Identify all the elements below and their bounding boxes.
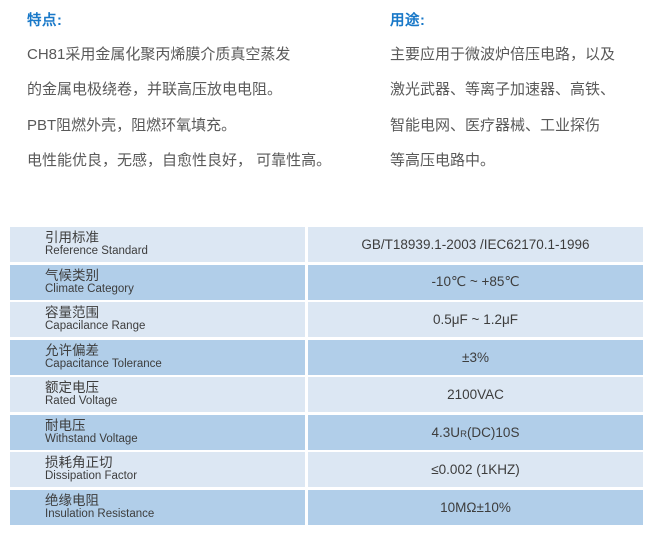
spec-label: 允许偏差 Capacitance Tolerance <box>10 339 305 375</box>
table-row-insulation-resistance: 绝缘电阻 Insulation Resistance 10MΩ±10% <box>10 489 643 525</box>
spec-label-zh: 额定电压 <box>45 380 99 396</box>
spec-value: ±3% <box>308 339 643 375</box>
applications-title: 用途: <box>390 13 426 29</box>
spec-label-zh: 允许偏差 <box>45 342 99 358</box>
table-row-climate-category: 气候类别 Climate Category -10℃ ~ +85℃ <box>10 264 643 300</box>
spec-label-en: Insulation Resistance <box>45 507 155 520</box>
table-row-withstand-voltage: 耐电压 Withstand Voltage 4.3UR(DC)10S <box>10 414 643 450</box>
spec-label-en: Capacitance Tolerance <box>45 357 162 370</box>
features-line: 的金属电极绕卷，并联高压放电电阻。 <box>27 81 283 99</box>
spec-label-en: Climate Category <box>45 282 134 295</box>
applications-line: 主要应用于微波炉倍压电路，以及 <box>390 46 616 63</box>
spec-label-zh: 损耗角正切 <box>45 455 113 471</box>
spec-value: 4.3UR(DC)10S <box>308 414 643 450</box>
spec-label-zh: 气候类别 <box>45 267 99 283</box>
applications-lines: 主要应用于微波炉倍压电路，以及 激光武器、等离子加速器、高铁、 智能电网、医疗器… <box>390 37 645 179</box>
spec-value: 0.5μF ~ 1.2μF <box>308 302 643 337</box>
features-title: 特点: <box>27 13 63 29</box>
spec-value: GB/T18939.1-2003 /IEC62170.1-1996 <box>308 227 643 262</box>
features-lines: CH81采用金属化聚丙烯膜介质真空蒸发 的金属电极绕卷，并联高压放电电阻。 PB… <box>27 37 367 179</box>
spec-label-en: Withstand Voltage <box>45 432 138 445</box>
spec-value: 2100VAC <box>308 377 643 412</box>
spec-label: 引用标准 Reference Standard <box>10 227 305 262</box>
table-row-dissipation-factor: 损耗角正切 Dissipation Factor ≤0.002 (1KHZ) <box>10 452 643 487</box>
features-line: 电性能优良，无感，自愈性良好， 可靠性高。 <box>27 152 332 170</box>
features-line: CH81采用金属化聚丙烯膜介质真空蒸发 <box>27 46 291 63</box>
applications-line: 等高压电路中。 <box>390 152 496 170</box>
features-line: PBT阻燃外壳，阻燃环氧填充。 <box>27 116 237 134</box>
spec-label: 损耗角正切 Dissipation Factor <box>10 452 305 487</box>
value-pre: 4.3U <box>431 424 461 440</box>
spec-label-zh: 容量范围 <box>45 305 99 321</box>
value-subscript: R <box>460 428 467 440</box>
spec-label: 容量范围 Capacilance Range <box>10 302 305 337</box>
spec-label-zh: 绝缘电阻 <box>45 492 99 508</box>
applications-line: 激光武器、等离子加速器、高铁、 <box>390 81 616 99</box>
spec-label: 绝缘电阻 Insulation Resistance <box>10 489 305 525</box>
spec-label: 气候类别 Climate Category <box>10 264 305 300</box>
spec-value: ≤0.002 (1KHZ) <box>308 452 643 487</box>
applications-line: 智能电网、医疗器械、工业探伤 <box>390 116 601 134</box>
value-post: (DC)10S <box>466 424 520 440</box>
spec-label: 耐电压 Withstand Voltage <box>10 414 305 450</box>
spec-label-zh: 引用标准 <box>45 230 99 246</box>
spec-label-zh: 耐电压 <box>45 417 86 433</box>
table-row-capacitance-range: 容量范围 Capacilance Range 0.5μF ~ 1.2μF <box>10 302 643 337</box>
spec-label: 额定电压 Rated Voltage <box>10 377 305 412</box>
table-row-reference-standard: 引用标准 Reference Standard GB/T18939.1-2003… <box>10 227 643 262</box>
features-section: 特点: CH81采用金属化聚丙烯膜介质真空蒸发 的金属电极绕卷，并联高压放电电阻… <box>27 12 367 179</box>
spec-value: -10℃ ~ +85℃ <box>308 264 643 300</box>
applications-section: 用途: 主要应用于微波炉倍压电路，以及 激光武器、等离子加速器、高铁、 智能电网… <box>390 12 645 179</box>
spec-label-en: Rated Voltage <box>45 395 118 408</box>
spec-value: 10MΩ±10% <box>308 489 643 525</box>
table-row-capacitance-tolerance: 允许偏差 Capacitance Tolerance ±3% <box>10 339 643 375</box>
spec-label-en: Reference Standard <box>45 245 148 258</box>
spec-table: 引用标准 Reference Standard GB/T18939.1-2003… <box>10 227 643 527</box>
spec-label-en: Capacilance Range <box>45 320 146 333</box>
table-row-rated-voltage: 额定电压 Rated Voltage 2100VAC <box>10 377 643 412</box>
spec-label-en: Dissipation Factor <box>45 470 138 483</box>
